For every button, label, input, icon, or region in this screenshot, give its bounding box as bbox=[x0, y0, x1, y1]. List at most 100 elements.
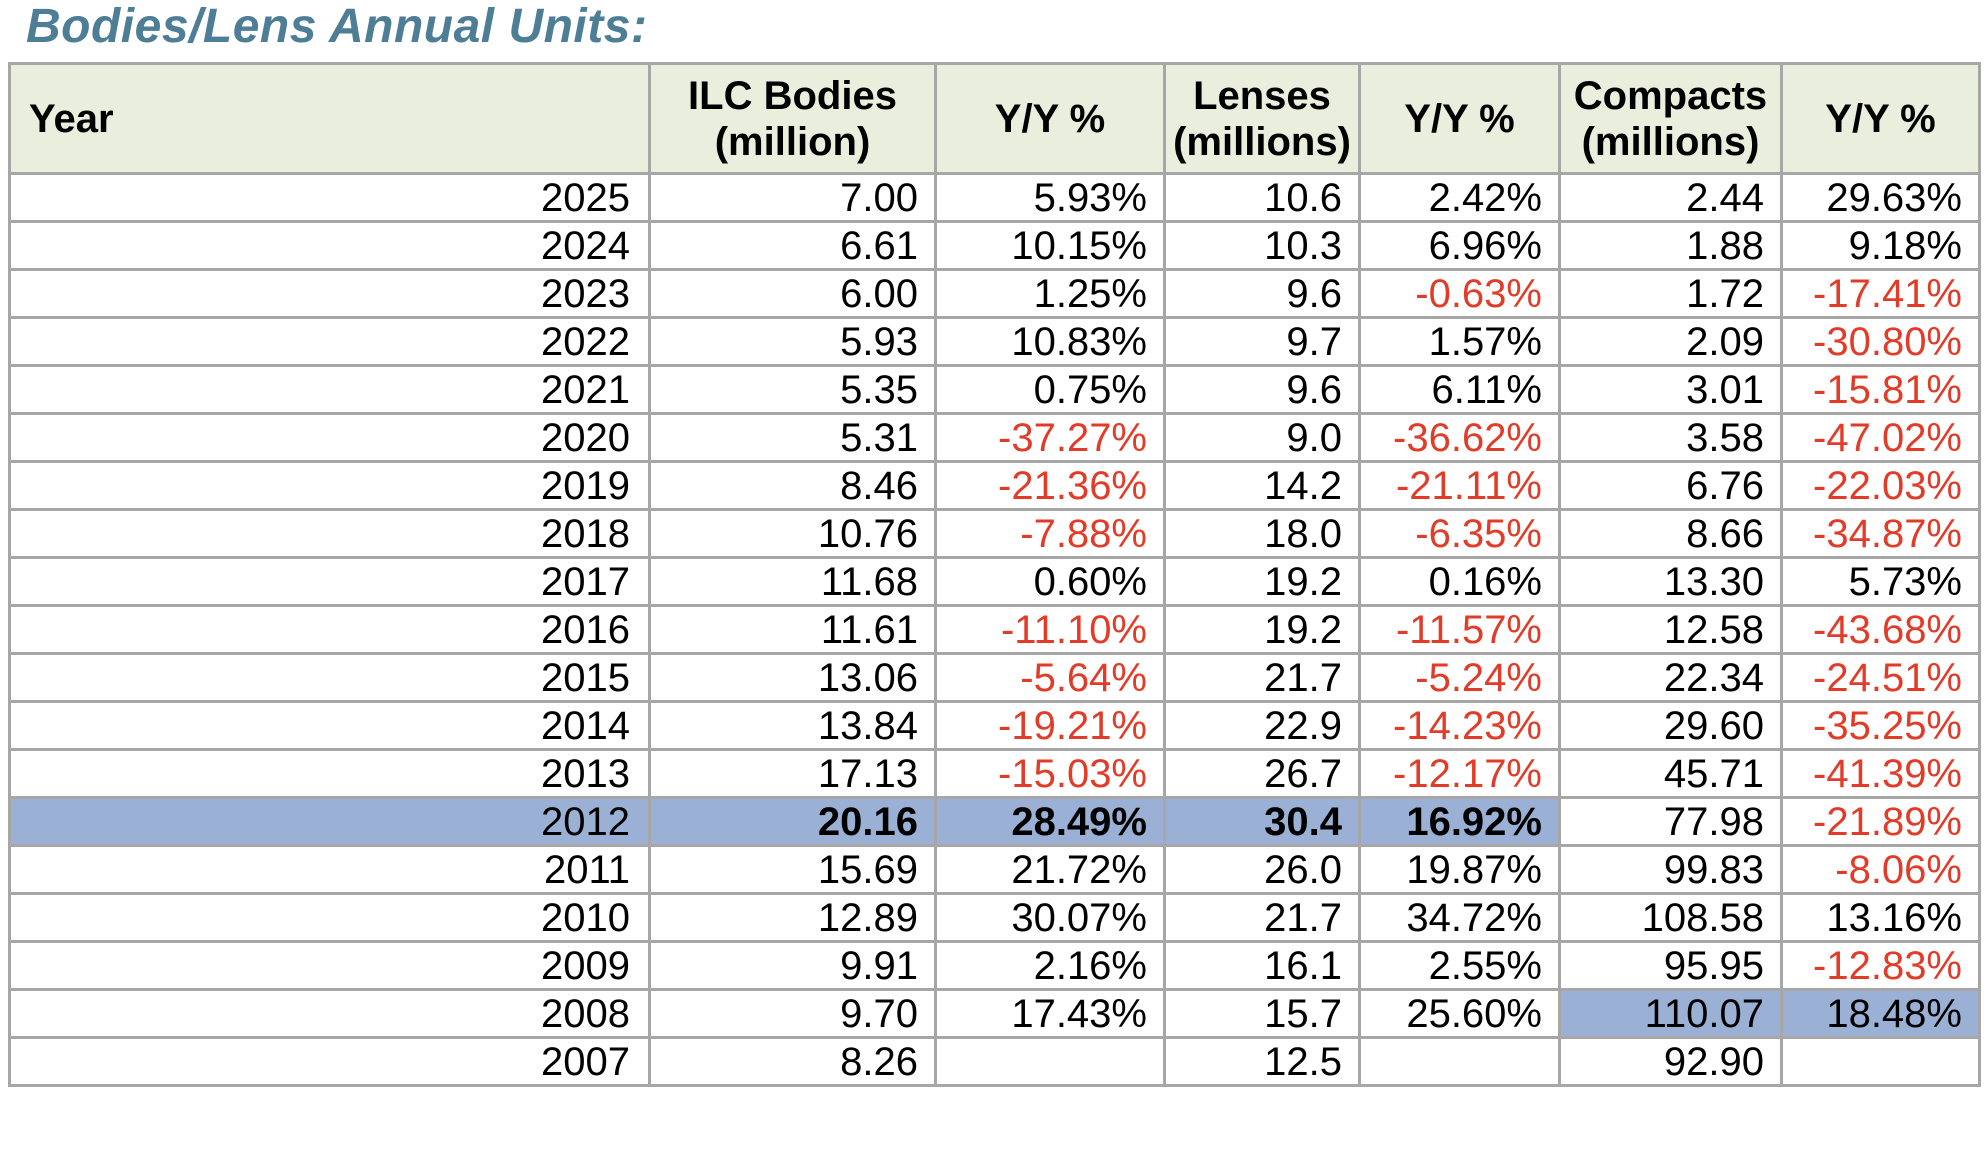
value-cell: -11.57% bbox=[1358, 604, 1561, 656]
table-row: 2024 6.61 10.15% 10.3 6.96% 1.88 9.18% bbox=[8, 220, 1981, 272]
value-cell: -35.25% bbox=[1780, 700, 1981, 752]
value-cell: -0.63% bbox=[1358, 268, 1561, 320]
value-cell: 12.58 bbox=[1558, 604, 1783, 656]
value-cell: -15.03% bbox=[934, 748, 1166, 800]
value-cell: 25.60% bbox=[1358, 988, 1561, 1040]
column-header-year: Year bbox=[8, 62, 651, 176]
table-row: 2020 5.31 -37.27% 9.0 -36.62% 3.58 -47.02% bbox=[8, 412, 1981, 464]
table-row: 2007 8.26 12.5 92.90 bbox=[8, 1036, 1981, 1088]
value-cell: 45.71 bbox=[1558, 748, 1783, 800]
table-row: 2017 11.68 0.60% 19.2 0.16% 13.30 5.73% bbox=[8, 556, 1981, 608]
column-header-lenses-yoy: Y/Y % bbox=[1358, 62, 1561, 176]
year-cell: 2013 bbox=[8, 748, 651, 800]
year-cell: 2021 bbox=[8, 364, 651, 416]
value-cell: 34.72% bbox=[1358, 892, 1561, 944]
table-row: 2018 10.76 -7.88% 18.0 -6.35% 8.66 -34.87% bbox=[8, 508, 1981, 560]
value-cell: -12.83% bbox=[1780, 940, 1981, 992]
value-cell: 22.34 bbox=[1558, 652, 1783, 704]
value-cell: -37.27% bbox=[934, 412, 1166, 464]
value-cell: 7.00 bbox=[648, 172, 937, 224]
column-header-compacts-yoy: Y/Y % bbox=[1780, 62, 1981, 176]
value-cell: -21.36% bbox=[934, 460, 1166, 512]
year-cell: 2022 bbox=[8, 316, 651, 368]
table-row: 2011 15.69 21.72% 26.0 19.87% 99.83 -8.06% bbox=[8, 844, 1981, 896]
value-cell: 9.7 bbox=[1163, 316, 1361, 368]
value-cell: 2.55% bbox=[1358, 940, 1561, 992]
year-cell: 2024 bbox=[8, 220, 651, 272]
value-cell: 29.63% bbox=[1780, 172, 1981, 224]
year-cell: 2016 bbox=[8, 604, 651, 656]
value-cell: 13.30 bbox=[1558, 556, 1783, 608]
value-cell: 29.60 bbox=[1558, 700, 1783, 752]
value-cell: 5.73% bbox=[1780, 556, 1981, 608]
value-cell: 2.42% bbox=[1358, 172, 1561, 224]
year-cell: 2012 bbox=[8, 796, 651, 848]
value-cell: 1.25% bbox=[934, 268, 1166, 320]
table-row: 2015 13.06 -5.64% 21.7 -5.24% 22.34 -24.51% bbox=[8, 652, 1981, 704]
table-header: Year ILC Bodies (million) Y/Y % Lenses (… bbox=[8, 62, 1981, 176]
value-cell: 6.00 bbox=[648, 268, 937, 320]
year-cell: 2023 bbox=[8, 268, 651, 320]
value-cell: 30.4 bbox=[1163, 796, 1361, 848]
year-cell: 2017 bbox=[8, 556, 651, 608]
header-row: Year ILC Bodies (million) Y/Y % Lenses (… bbox=[8, 62, 1981, 176]
value-cell: 28.49% bbox=[934, 796, 1166, 848]
value-cell: -21.89% bbox=[1780, 796, 1981, 848]
value-cell: 26.0 bbox=[1163, 844, 1361, 896]
value-cell: 20.16 bbox=[648, 796, 937, 848]
value-cell: 1.88 bbox=[1558, 220, 1783, 272]
value-cell: 10.76 bbox=[648, 508, 937, 560]
value-cell: 99.83 bbox=[1558, 844, 1783, 896]
value-cell: 0.60% bbox=[934, 556, 1166, 608]
value-cell: 9.0 bbox=[1163, 412, 1361, 464]
value-cell: 12.89 bbox=[648, 892, 937, 944]
value-cell: -41.39% bbox=[1780, 748, 1981, 800]
year-cell: 2010 bbox=[8, 892, 651, 944]
value-cell: -47.02% bbox=[1780, 412, 1981, 464]
table-row: 2008 9.70 17.43% 15.7 25.60% 110.07 18.48% bbox=[8, 988, 1981, 1040]
table-row: 2012 20.16 28.49% 30.4 16.92% 77.98 -21.89% bbox=[8, 796, 1981, 848]
value-cell: -21.11% bbox=[1358, 460, 1561, 512]
value-cell: -15.81% bbox=[1780, 364, 1981, 416]
table-row: 2013 17.13 -15.03% 26.7 -12.17% 45.71 -41.39% bbox=[8, 748, 1981, 800]
value-cell: 21.72% bbox=[934, 844, 1166, 896]
value-cell: 17.13 bbox=[648, 748, 937, 800]
value-cell: 19.2 bbox=[1163, 556, 1361, 608]
year-cell: 2011 bbox=[8, 844, 651, 896]
value-cell: 10.6 bbox=[1163, 172, 1361, 224]
table-row: 2025 7.00 5.93% 10.6 2.42% 2.44 29.63% bbox=[8, 172, 1981, 224]
year-cell: 2009 bbox=[8, 940, 651, 992]
value-cell: -6.35% bbox=[1358, 508, 1561, 560]
value-cell: 2.09 bbox=[1558, 316, 1783, 368]
value-cell: 9.91 bbox=[648, 940, 937, 992]
value-cell: 13.06 bbox=[648, 652, 937, 704]
column-header-lenses: Lenses (millions) bbox=[1163, 62, 1361, 176]
annual-units-table: Year ILC Bodies (million) Y/Y % Lenses (… bbox=[8, 62, 1981, 1088]
value-cell: -43.68% bbox=[1780, 604, 1981, 656]
value-cell: 0.75% bbox=[934, 364, 1166, 416]
year-cell: 2018 bbox=[8, 508, 651, 560]
value-cell: 12.5 bbox=[1163, 1036, 1361, 1088]
value-cell: 5.31 bbox=[648, 412, 937, 464]
value-cell: 95.95 bbox=[1558, 940, 1783, 992]
value-cell: -5.64% bbox=[934, 652, 1166, 704]
value-cell: -11.10% bbox=[934, 604, 1166, 656]
value-cell: 13.16% bbox=[1780, 892, 1981, 944]
value-cell: 3.01 bbox=[1558, 364, 1783, 416]
year-cell: 2014 bbox=[8, 700, 651, 752]
value-cell: -8.06% bbox=[1780, 844, 1981, 896]
value-cell: 21.7 bbox=[1163, 652, 1361, 704]
value-cell: -5.24% bbox=[1358, 652, 1561, 704]
value-cell: 10.3 bbox=[1163, 220, 1361, 272]
value-cell: 8.26 bbox=[648, 1036, 937, 1088]
value-cell: 77.98 bbox=[1558, 796, 1783, 848]
value-cell: 17.43% bbox=[934, 988, 1166, 1040]
value-cell: 0.16% bbox=[1358, 556, 1561, 608]
value-cell: 8.46 bbox=[648, 460, 937, 512]
table-row: 2019 8.46 -21.36% 14.2 -21.11% 6.76 -22.03% bbox=[8, 460, 1981, 512]
value-cell: 8.66 bbox=[1558, 508, 1783, 560]
value-cell: -14.23% bbox=[1358, 700, 1561, 752]
value-cell: 10.15% bbox=[934, 220, 1166, 272]
value-cell: 16.1 bbox=[1163, 940, 1361, 992]
